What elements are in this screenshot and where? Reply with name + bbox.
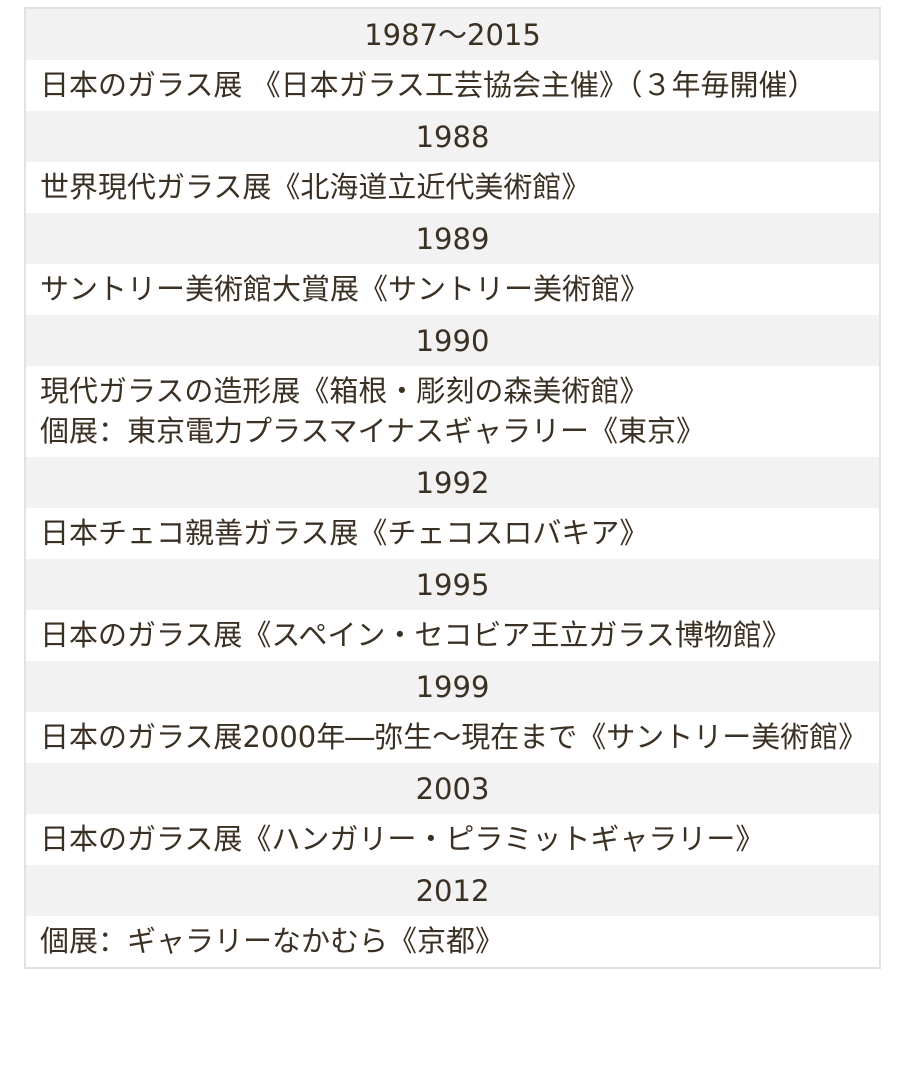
exhibition-entry: 世界現代ガラス展《北海道立近代美術館》 (40, 170, 591, 204)
year-cell: 1990 (25, 315, 880, 366)
year-row: 1999 (25, 661, 880, 712)
exhibition-entry: 日本チェコ親善ガラス展《チェコスロバキア》 (40, 516, 649, 550)
year-row: 1987～2015 (25, 8, 880, 60)
exhibition-row: 日本のガラス展 《日本ガラス工芸協会主催》（３年毎開催） (25, 60, 880, 111)
exhibition-row: 日本のガラス展《ハンガリー・ピラミットギャラリー》 (25, 814, 880, 865)
exhibition-entry: 個展：東京電力プラスマイナスギャラリー《東京》 (40, 414, 705, 448)
exhibition-history-table: 1987～2015 日本のガラス展 《日本ガラス工芸協会主催》（３年毎開催） 198… (24, 7, 881, 969)
exhibition-row: 日本チェコ親善ガラス展《チェコスロバキア》 (25, 508, 880, 559)
exhibition-entry: サントリー美術館大賞展《サントリー美術館》 (40, 272, 650, 306)
exhibition-cell: 個展：ギャラリーなかむら《京都》 (25, 916, 880, 968)
exhibition-cell: 世界現代ガラス展《北海道立近代美術館》 (25, 162, 880, 213)
exhibition-entry: 日本のガラス展 《日本ガラス工芸協会主催》（３年毎開催） (40, 68, 817, 102)
year-cell: 1988 (25, 111, 880, 162)
year-cell: 2012 (25, 865, 880, 916)
exhibition-entry: 個展：ギャラリーなかむら《京都》 (40, 924, 505, 958)
exhibition-row: 世界現代ガラス展《北海道立近代美術館》 (25, 162, 880, 213)
exhibition-cell: 日本のガラス展《ハンガリー・ピラミットギャラリー》 (25, 814, 880, 865)
year-row: 1989 (25, 213, 880, 264)
year-row: 1990 (25, 315, 880, 366)
exhibition-cell: 日本のガラス展 《日本ガラス工芸協会主催》（３年毎開催） (25, 60, 880, 111)
year-cell: 1992 (25, 457, 880, 508)
exhibition-entry: 現代ガラスの造形展《箱根・彫刻の森美術館》 (40, 374, 649, 408)
exhibition-row: サントリー美術館大賞展《サントリー美術館》 (25, 264, 880, 315)
exhibition-entry: 日本のガラス展《スペイン・セコビア王立ガラス博物館》 (40, 618, 791, 652)
year-row: 2012 (25, 865, 880, 916)
year-row: 2003 (25, 763, 880, 814)
exhibition-row: 現代ガラスの造形展《箱根・彫刻の森美術館》個展：東京電力プラスマイナスギャラリー… (25, 366, 880, 457)
exhibition-row: 日本のガラス展《スペイン・セコビア王立ガラス博物館》 (25, 610, 880, 661)
exhibition-cell: 日本のガラス展2000年―弥生～現在まで《サントリー美術館》 (25, 712, 880, 763)
year-cell: 1999 (25, 661, 880, 712)
year-cell: 2003 (25, 763, 880, 814)
exhibition-cell: サントリー美術館大賞展《サントリー美術館》 (25, 264, 880, 315)
year-row: 1988 (25, 111, 880, 162)
year-cell: 1989 (25, 213, 880, 264)
year-row: 1992 (25, 457, 880, 508)
exhibition-cell: 日本のガラス展《スペイン・セコビア王立ガラス博物館》 (25, 610, 880, 661)
year-row: 1995 (25, 559, 880, 610)
exhibition-entry: 日本のガラス展《ハンガリー・ピラミットギャラリー》 (40, 822, 765, 856)
exhibition-entry: 日本のガラス展2000年―弥生～現在まで《サントリー美術館》 (40, 720, 868, 754)
exhibition-cell: 日本チェコ親善ガラス展《チェコスロバキア》 (25, 508, 880, 559)
exhibition-row: 日本のガラス展2000年―弥生～現在まで《サントリー美術館》 (25, 712, 880, 763)
table-body: 1987～2015 日本のガラス展 《日本ガラス工芸協会主催》（３年毎開催） 198… (25, 8, 880, 968)
year-cell: 1987～2015 (25, 8, 880, 60)
exhibition-row: 個展：ギャラリーなかむら《京都》 (25, 916, 880, 968)
year-cell: 1995 (25, 559, 880, 610)
exhibition-cell: 現代ガラスの造形展《箱根・彫刻の森美術館》個展：東京電力プラスマイナスギャラリー… (25, 366, 880, 457)
